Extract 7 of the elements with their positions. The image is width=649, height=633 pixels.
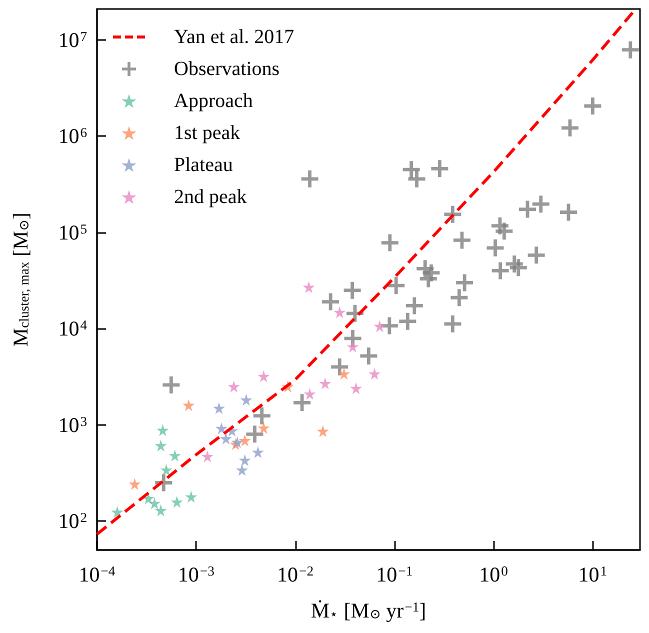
legend-label: 2nd peak <box>174 186 247 208</box>
legend-label: Yan et al. 2017 <box>174 26 294 48</box>
legend-label: Plateau <box>174 154 233 176</box>
legend-label: 1st peak <box>174 122 240 144</box>
y-axis-title: Mcluster, max [M⊙] <box>8 212 32 347</box>
legend-label: Observations <box>174 58 280 80</box>
legend-label: Approach <box>174 90 253 112</box>
